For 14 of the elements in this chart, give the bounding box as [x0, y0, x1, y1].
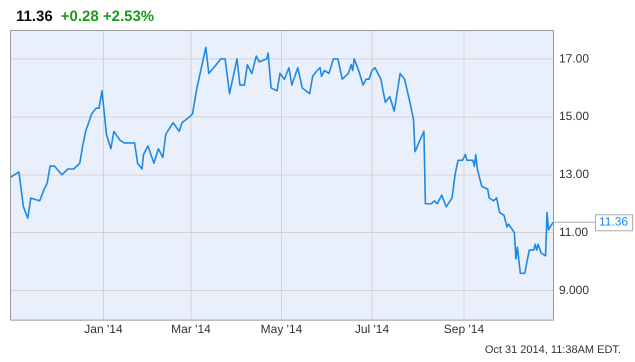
- text: Oct 31 2014, 11:38AM EDT.: [484, 344, 621, 356]
- x-tick-label: May '14: [260, 322, 303, 336]
- y-tick-label: 15.00: [558, 109, 590, 124]
- annotation: 11.36: [598, 214, 628, 229]
- x-tick-label: Jan '14: [84, 322, 123, 336]
- x-tick-label: Jul '14: [354, 322, 390, 336]
- y-tick-label: 13.00: [558, 167, 590, 182]
- chart-title: 11.36: [16, 8, 53, 25]
- x-tick-label: Mar '14: [171, 322, 212, 336]
- x-tick-label: Sep '14: [444, 322, 484, 336]
- y-tick-label: 11.00: [558, 225, 588, 240]
- y-tick-label: 9.000: [558, 282, 590, 297]
- chart-subtitle: +0.28 +2.53%: [60, 8, 154, 25]
- y-tick-label: 17.00: [558, 51, 590, 66]
